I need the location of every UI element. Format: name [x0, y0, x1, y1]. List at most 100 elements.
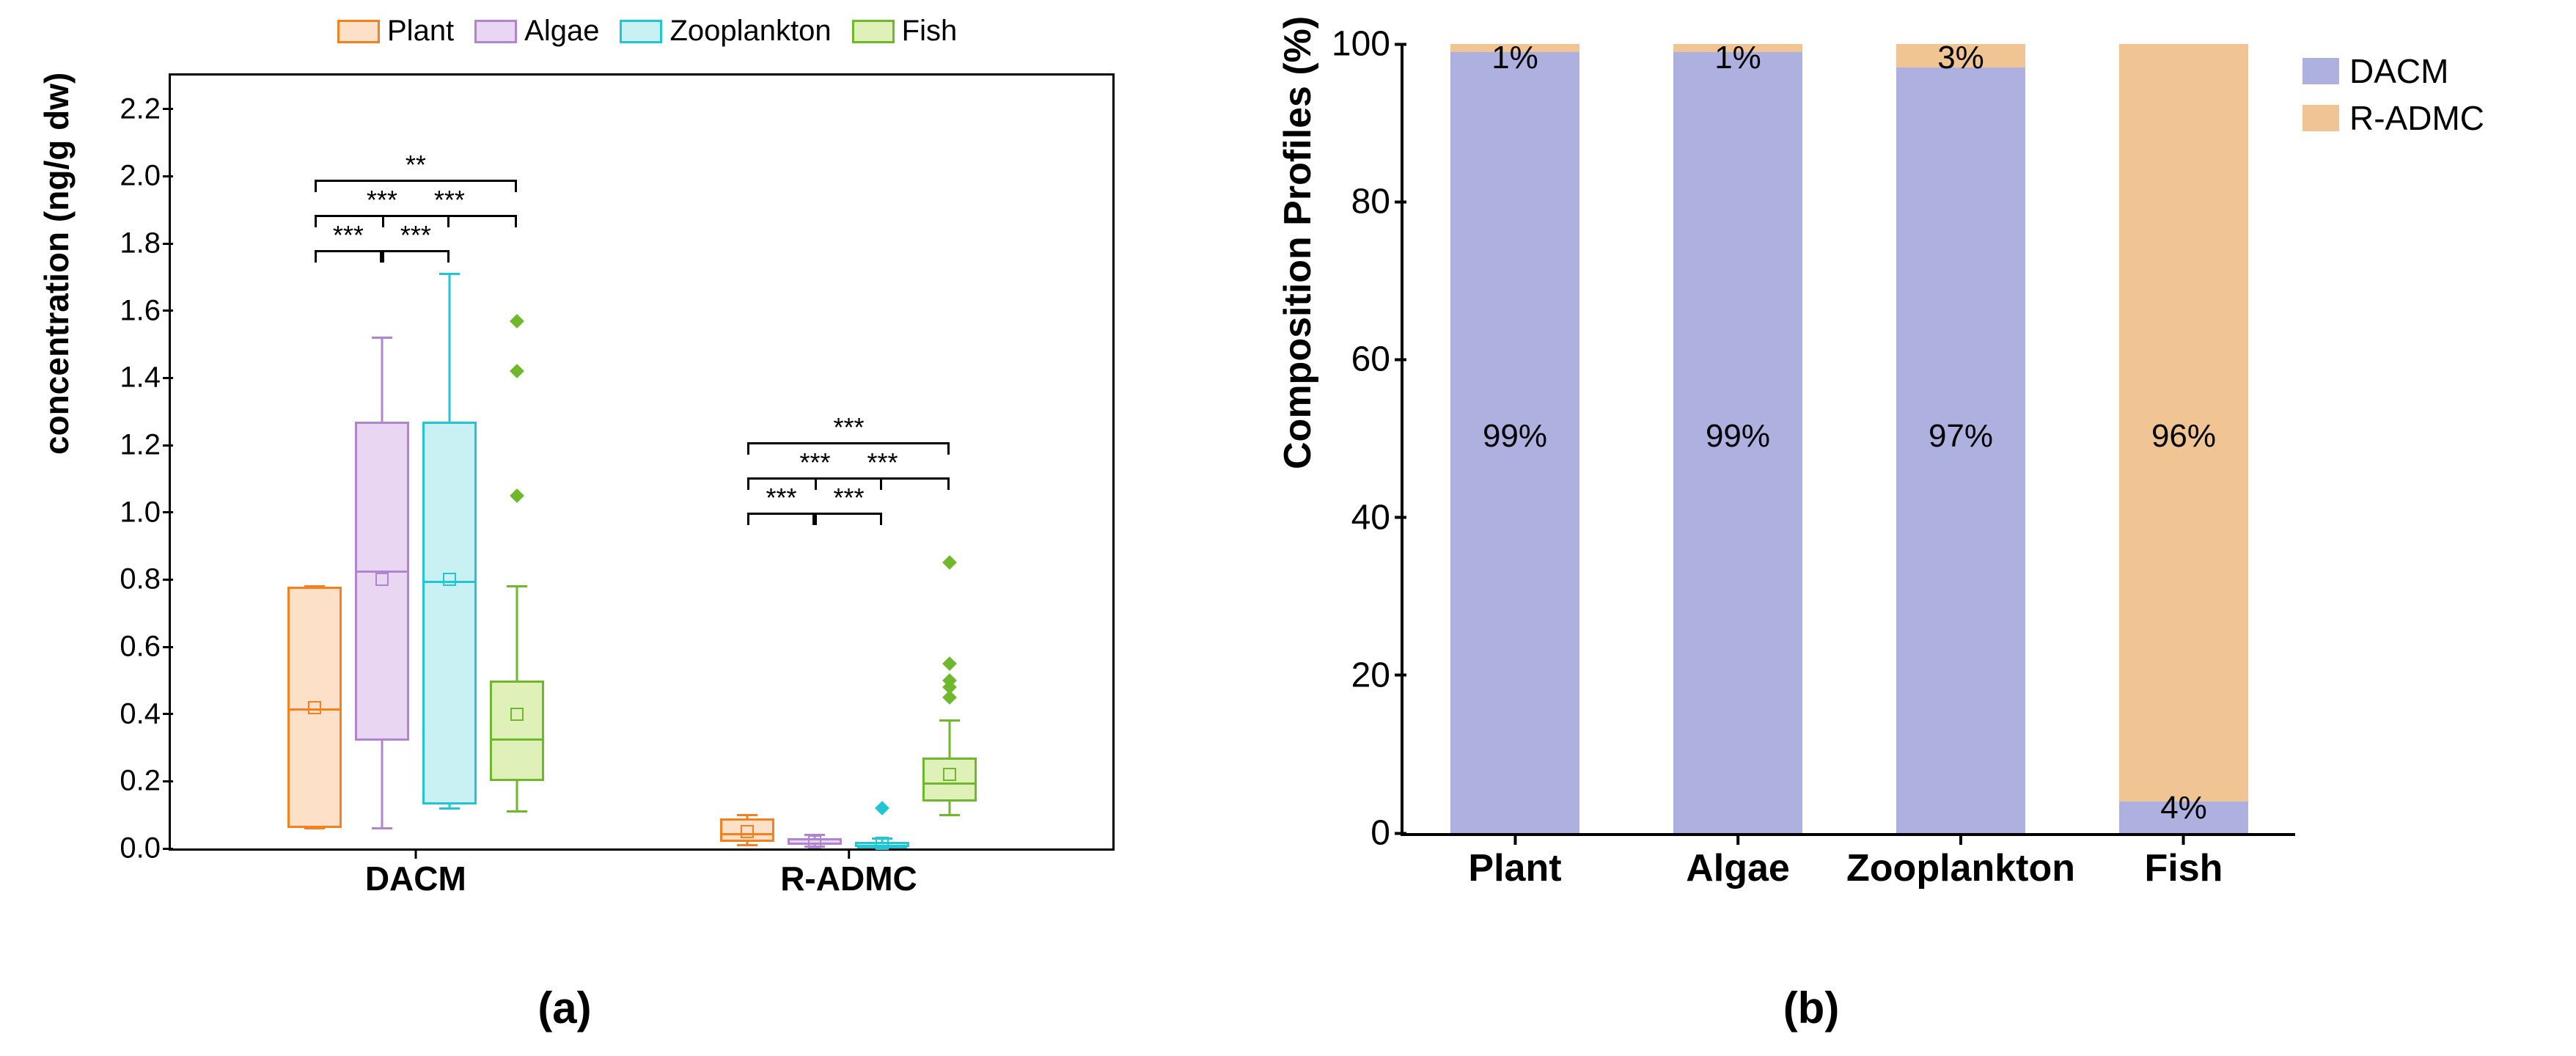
bar-pct-major: 97%	[1929, 418, 1993, 455]
mean-marker	[741, 825, 754, 838]
sig-bracket	[315, 250, 382, 252]
sig-label: ***	[867, 450, 898, 476]
xcat-fish: Fish	[2145, 846, 2223, 890]
legend-item-fish: Fish	[852, 15, 958, 48]
legend-swatch	[337, 20, 380, 43]
sig-bracket	[747, 442, 950, 444]
panel-b-stackedbar: Composition Profiles (%) 02040608010099%…	[1261, 15, 2544, 968]
ylabel-a: concentration (ng/g dw)	[37, 73, 76, 455]
bar-pct-minor: 4%	[2160, 790, 2207, 826]
mean-marker	[308, 701, 321, 714]
xcat-plant: Plant	[1468, 846, 1561, 890]
ytick-a: 2.2	[120, 92, 171, 125]
sig-label: ***	[799, 450, 830, 476]
sig-label: ***	[367, 187, 397, 213]
plot-area-a: 0.00.20.40.60.81.01.21.41.61.82.02.2DACM…	[169, 73, 1115, 851]
outlier	[510, 314, 524, 329]
legend-swatch	[620, 20, 662, 43]
bar-algae: 99%1%	[1673, 44, 1802, 833]
mean-marker	[443, 573, 456, 586]
whisker-cap	[507, 810, 527, 813]
whisker-cap	[507, 585, 527, 587]
sig-label: ***	[833, 485, 864, 511]
outlier	[943, 656, 958, 671]
sig-label: **	[406, 152, 426, 178]
xcat-algae: Algae	[1686, 846, 1790, 890]
bar-fish: 96% 4%	[2119, 44, 2248, 833]
legend-swatch	[2302, 105, 2339, 131]
ytick-b: 0	[1370, 813, 1403, 854]
sublabel-a: (a)	[537, 983, 591, 1033]
legend-label: Zooplankton	[669, 15, 831, 48]
sig-bracket	[315, 180, 517, 182]
mean-marker	[943, 768, 956, 781]
sig-label: ***	[400, 222, 431, 249]
ytick-a: 0.2	[120, 765, 171, 798]
ytick-a: 1.4	[120, 362, 171, 395]
legend-label: Plant	[387, 15, 454, 48]
ytick-a: 1.6	[120, 294, 171, 327]
ytick-a: 0.0	[120, 832, 171, 865]
bar-pct-major: 99%	[1706, 418, 1770, 455]
bar-pct-major: 96%	[2151, 418, 2216, 455]
ytick-a: 1.0	[120, 496, 171, 529]
sig-bracket	[815, 477, 950, 480]
whisker	[381, 741, 383, 828]
legend-item-dacm: DACM	[2302, 51, 2484, 91]
ytick-a: 0.4	[120, 697, 171, 730]
whisker-cap	[372, 337, 392, 339]
mean-marker	[375, 573, 389, 586]
legend-label: DACM	[2349, 51, 2448, 91]
sig-bracket	[382, 250, 449, 252]
ytick-a: 1.8	[120, 227, 171, 260]
bar-plant: 99%1%	[1450, 44, 1579, 833]
xgroup-label-r-admc: R-ADMC	[780, 859, 917, 898]
bar-pct-minor: 3%	[1937, 40, 1984, 76]
ytick-b: 60	[1351, 340, 1403, 380]
mean-marker	[510, 708, 524, 721]
whisker-cap	[737, 814, 757, 816]
outlier	[510, 364, 524, 378]
ytick-a: 2.0	[120, 160, 171, 193]
ytick-b: 40	[1351, 497, 1403, 538]
sublabel-b: (b)	[1783, 983, 1840, 1033]
whisker-cap	[372, 827, 392, 829]
mean-marker	[808, 835, 821, 848]
whisker	[949, 802, 951, 815]
legend-swatch	[474, 20, 517, 43]
ytick-a: 1.2	[120, 429, 171, 462]
outlier	[876, 801, 890, 815]
xgroup-label-dacm: DACM	[365, 859, 466, 898]
whisker	[515, 587, 518, 681]
legend-item-plant: Plant	[337, 15, 454, 48]
ytick-b: 80	[1351, 182, 1403, 222]
whisker-cap	[939, 719, 960, 722]
ytick-b: 20	[1351, 655, 1403, 695]
whisker	[949, 721, 951, 758]
legend-item-zooplankton: Zooplankton	[620, 15, 831, 48]
whisker-cap	[439, 807, 460, 810]
whisker-cap	[939, 814, 960, 816]
sig-bracket	[382, 215, 517, 217]
legend-b: DACM R-ADMC	[2302, 51, 2484, 145]
legend-swatch	[852, 20, 895, 43]
ytick-a: 0.8	[120, 563, 171, 596]
sig-label: ***	[434, 187, 465, 213]
median-line	[492, 738, 542, 741]
sig-label: ***	[766, 485, 796, 511]
legend-item-algae: Algae	[474, 15, 599, 48]
legend-label: R-ADMC	[2349, 98, 2484, 138]
sig-bracket	[747, 513, 815, 515]
ylabel-b: Composition Profiles (%)	[1276, 16, 1320, 469]
mean-marker	[876, 837, 889, 850]
whisker	[448, 274, 450, 422]
panel-a-boxplot: Plant Algae Zooplankton Fish concentration …	[29, 15, 1129, 968]
bar-pct-major: 99%	[1483, 418, 1547, 455]
median-line	[925, 782, 975, 785]
whisker	[515, 781, 518, 811]
sig-label: ***	[833, 414, 864, 441]
bar-pct-minor: 1%	[1714, 40, 1761, 76]
box-dacm-fish	[490, 681, 544, 781]
box-dacm-zooplankton	[422, 422, 477, 804]
legend-item-r-admc: R-ADMC	[2302, 98, 2484, 138]
